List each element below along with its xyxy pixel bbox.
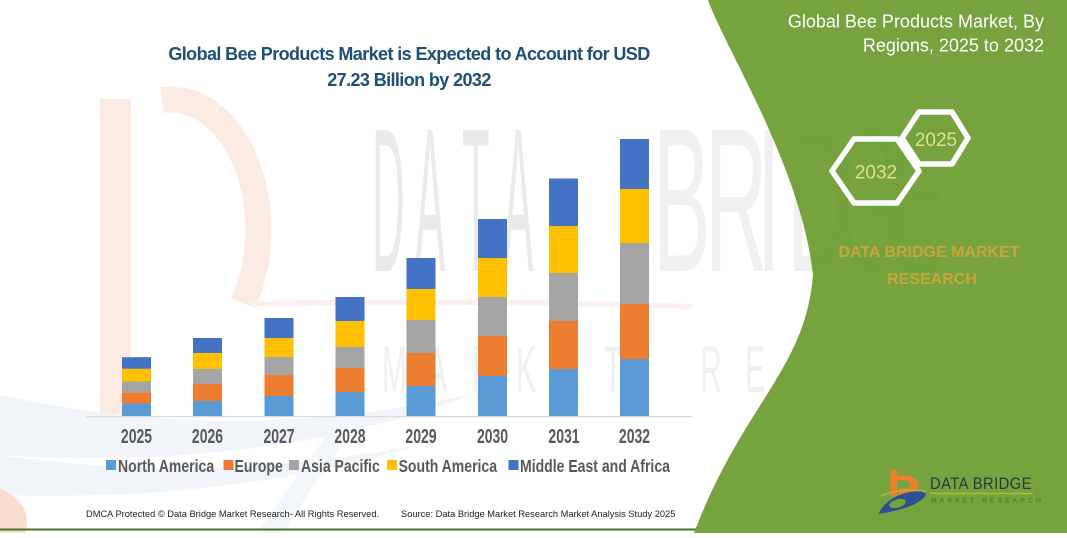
svg-text:Source: Data Bridge Market Res: Source: Data Bridge Market Research Mark… [401,509,675,519]
svg-text:South America: South America [399,456,498,476]
svg-text:2032: 2032 [619,424,650,447]
svg-text:DMCA Protected © Data Bridge M: DMCA Protected © Data Bridge Market Rese… [86,509,379,519]
svg-text:Europe: Europe [234,456,282,476]
svg-text:North America: North America [118,456,215,476]
svg-text:Global Bee Products Market, By: Global Bee Products Market, By [788,12,1044,32]
svg-text:27.23 Billion by 2032: 27.23 Billion by 2032 [327,70,491,90]
svg-text:2025: 2025 [915,130,957,151]
svg-text:2027: 2027 [263,424,294,447]
svg-text:2029: 2029 [405,424,436,447]
svg-text:RESEARCH: RESEARCH [887,271,977,288]
svg-text:MARKET RESEARCH: MARKET RESEARCH [931,498,1044,505]
svg-text:DATA BRIDGE: DATA BRIDGE [930,475,1032,493]
svg-text:Regions, 2025 to 2032: Regions, 2025 to 2032 [863,36,1044,56]
svg-text:Global Bee Products Market is: Global Bee Products Market is Expected t… [168,44,650,64]
svg-text:Asia Pacific: Asia Pacific [301,456,380,476]
svg-text:2025: 2025 [121,424,152,447]
svg-text:2031: 2031 [548,424,579,447]
svg-text:Middle East and Africa: Middle East and Africa [520,456,671,476]
svg-text:2026: 2026 [192,424,223,447]
svg-text:DATA BRIDGE MARKET: DATA BRIDGE MARKET [838,244,1019,261]
svg-text:2032: 2032 [855,163,897,184]
svg-text:2030: 2030 [477,424,508,447]
svg-text:2028: 2028 [334,424,365,447]
